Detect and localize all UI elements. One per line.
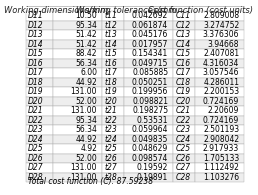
Text: Working dimensions/mm: Working dimensions/mm xyxy=(4,6,108,15)
Text: Working tolerances/mm: Working tolerances/mm xyxy=(76,6,176,15)
Text: Total cost function (C): 87.59238: Total cost function (C): 87.59238 xyxy=(28,177,153,186)
Text: Cost function (cost units): Cost function (cost units) xyxy=(148,6,253,15)
